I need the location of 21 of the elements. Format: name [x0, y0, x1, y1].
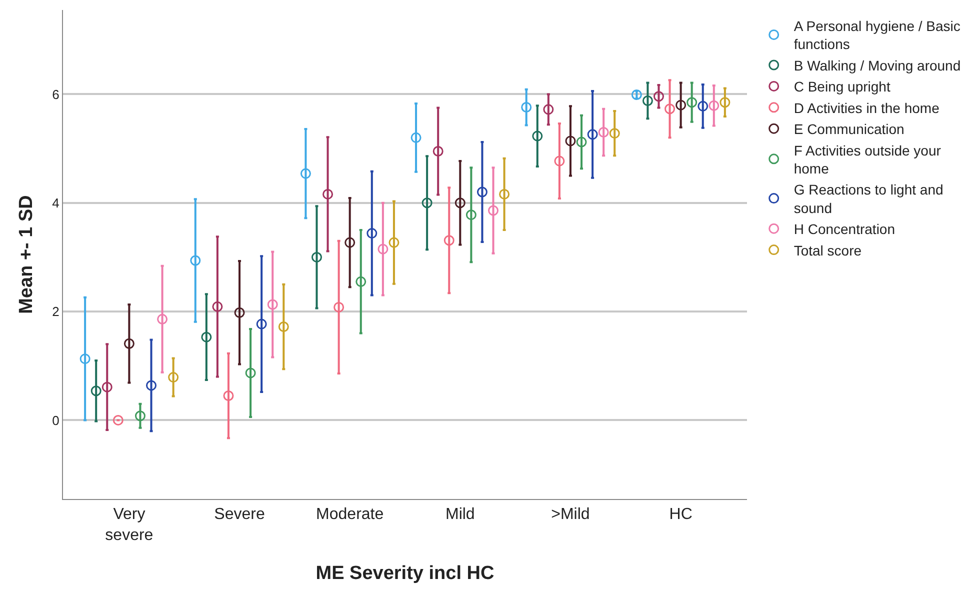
legend-label: D Activities in the home	[794, 100, 940, 116]
y-tick-label: 0	[52, 412, 60, 428]
legend-label: E Communication	[794, 121, 904, 138]
legend-label: G Reactions to light and sound	[794, 182, 944, 216]
legend-label: Total score	[794, 242, 862, 258]
legend-label: C Being upright	[794, 78, 890, 95]
x-tick-label: Mild	[445, 506, 475, 524]
x-tick-label: HC	[669, 506, 692, 524]
y-tick-label: 6	[52, 86, 60, 102]
legend-label: F Activities outside your home	[794, 142, 942, 176]
x-tick-label: Severe	[214, 506, 265, 524]
y-axis-title: Mean +- 1 SD	[16, 195, 38, 314]
legend-label: A Personal hygiene / Basic functions	[794, 18, 960, 52]
y-tick-label: 2	[52, 304, 60, 320]
x-tick-label: >Mild	[551, 506, 590, 524]
x-tick-label: Very severe	[105, 506, 154, 544]
legend-label: B Walking / Moving around	[794, 57, 961, 74]
x-tick-label: Moderate	[316, 506, 384, 524]
legend-label: H Concentration	[794, 221, 896, 238]
y-tick-label: 4	[52, 195, 60, 210]
x-axis-title: ME Severity incl HC	[316, 562, 494, 584]
